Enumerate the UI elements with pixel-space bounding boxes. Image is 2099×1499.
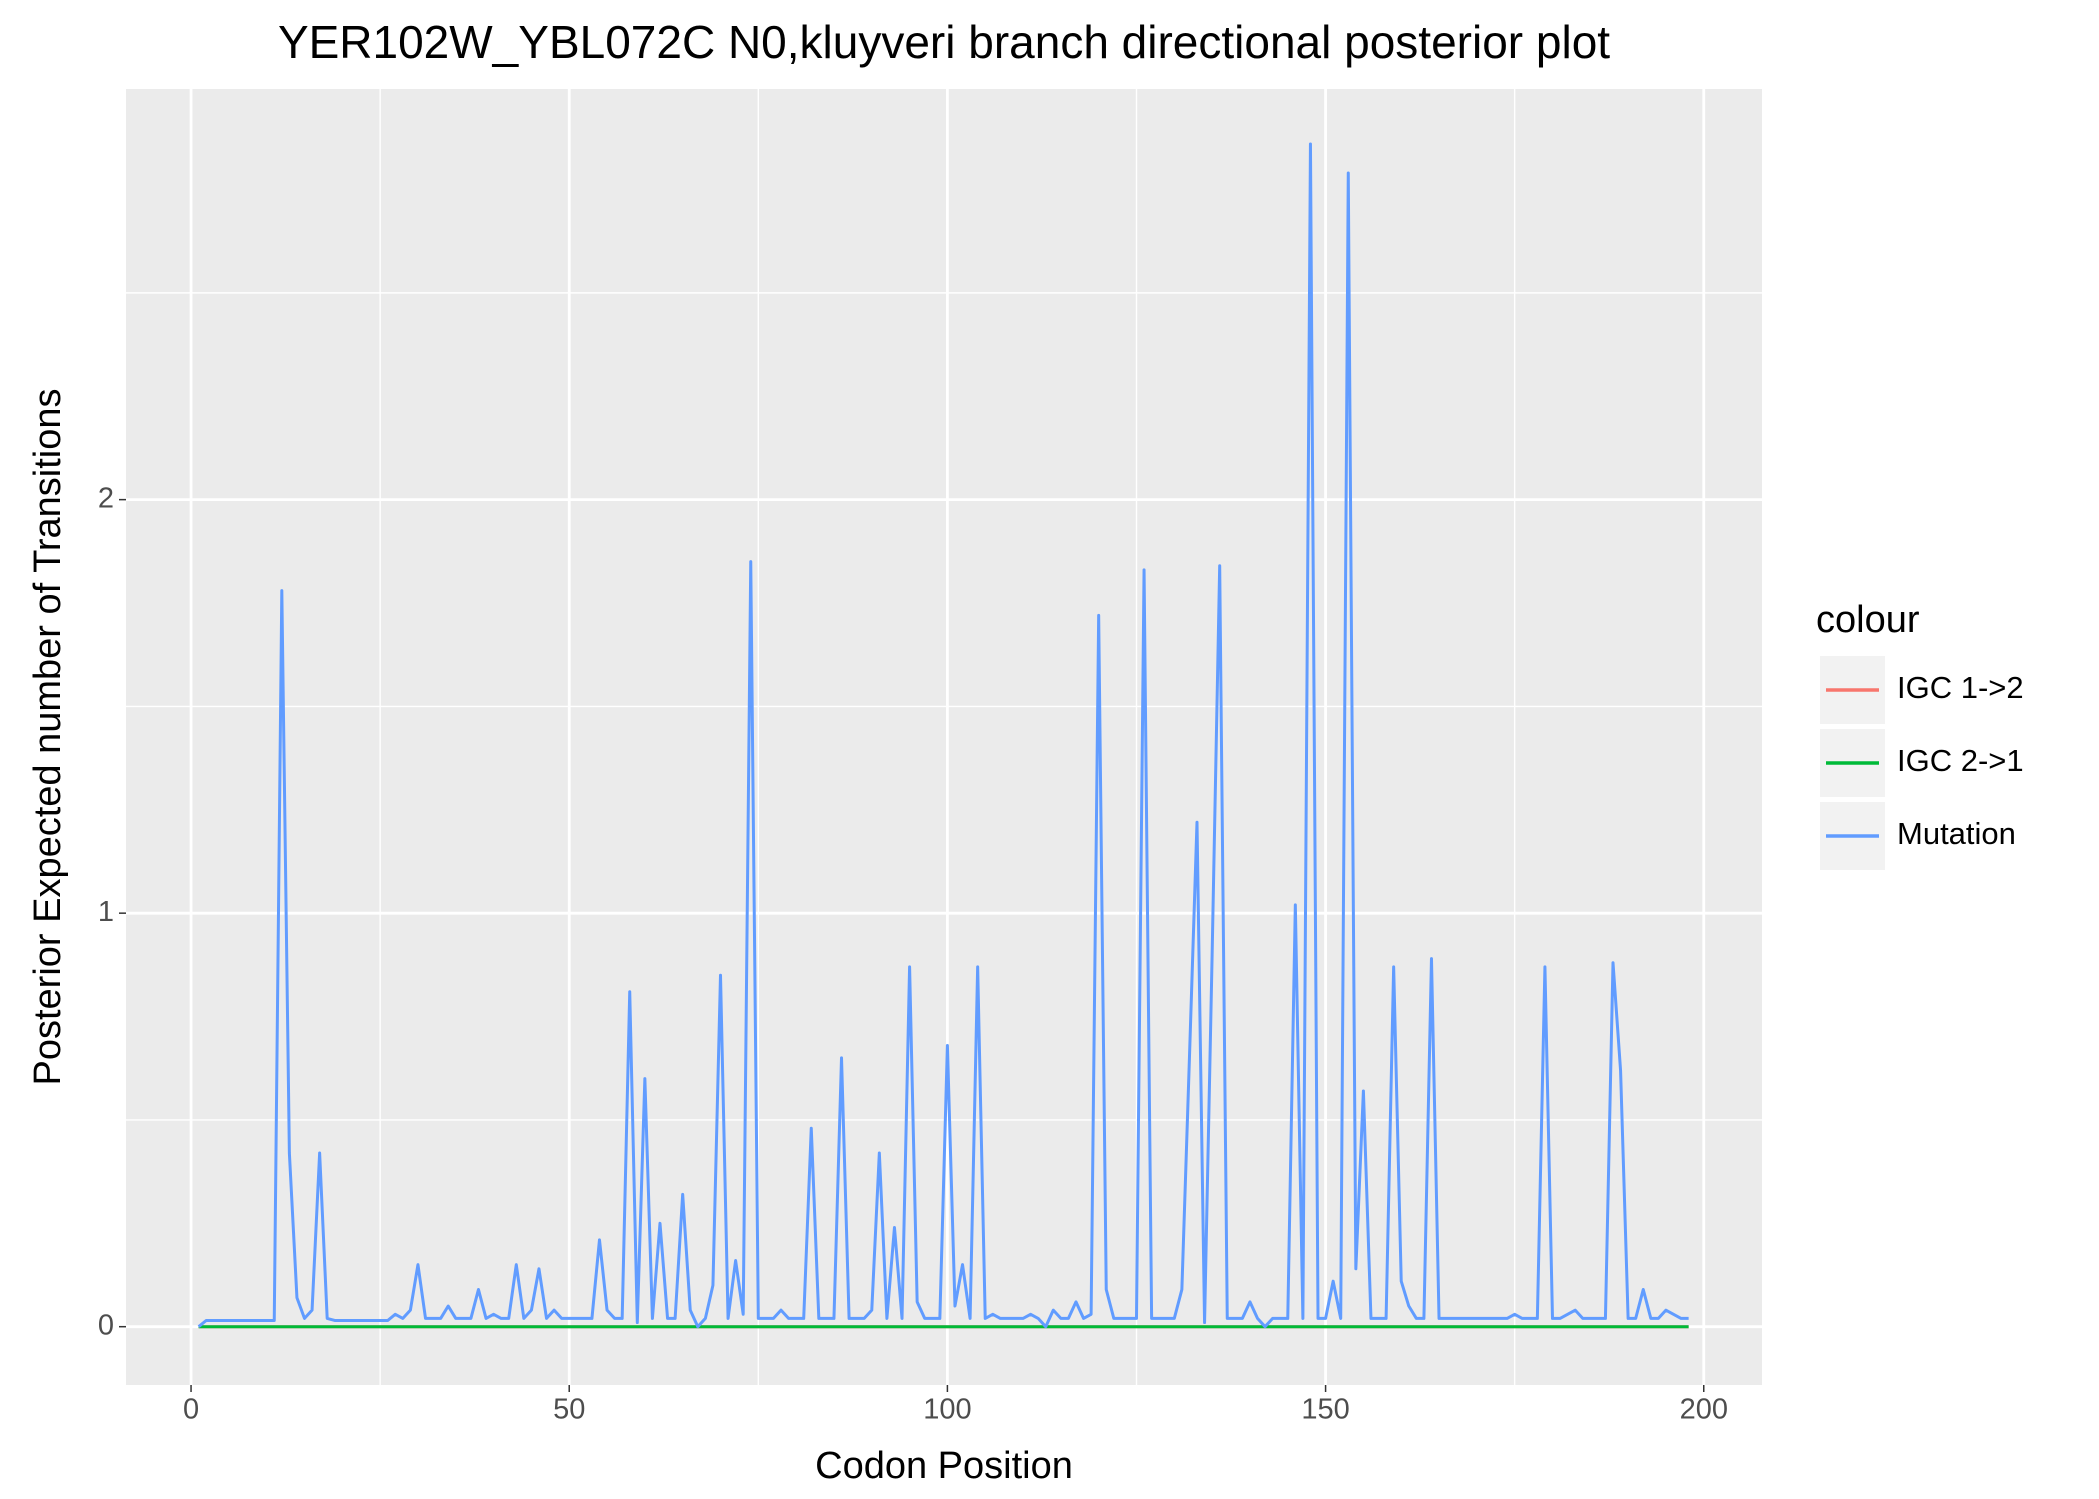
x-tick-label: 150 — [1301, 1394, 1349, 1426]
x-axis-title: Codon Position — [815, 1445, 1073, 1487]
y-tick-label: 1 — [98, 896, 114, 928]
legend-label: IGC 2->1 — [1897, 743, 2024, 778]
legend-title: colour — [1816, 599, 1920, 641]
legend-label: IGC 1->2 — [1897, 670, 2024, 705]
x-tick-label: 100 — [923, 1394, 971, 1426]
x-tick-label: 50 — [553, 1394, 585, 1426]
chart-title: YER102W_YBL072C N0,kluyveri branch direc… — [278, 16, 1610, 68]
data-line — [197, 142, 1689, 1329]
x-tick-label: 200 — [1680, 1394, 1728, 1426]
y-tick-label: 2 — [98, 482, 114, 514]
y-axis-title: Posterior Expected number of Transitions — [27, 388, 69, 1085]
legend-label: Mutation — [1897, 816, 2016, 851]
x-tick-label: 0 — [183, 1394, 199, 1426]
y-tick-label: 0 — [98, 1309, 114, 1341]
